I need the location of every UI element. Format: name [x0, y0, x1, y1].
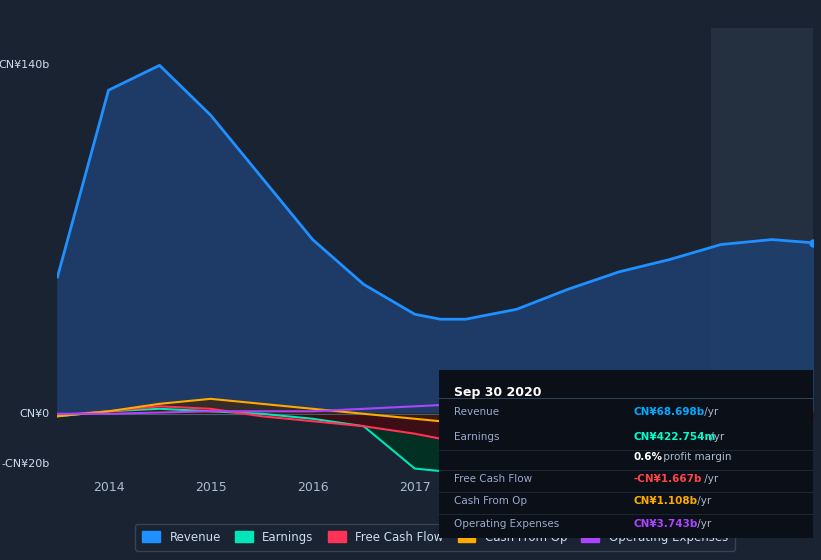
Text: -CN¥1.667b: -CN¥1.667b: [634, 474, 702, 484]
Text: CN¥3.743b: CN¥3.743b: [634, 519, 698, 529]
Text: /yr: /yr: [701, 407, 718, 417]
Text: Earnings: Earnings: [454, 432, 500, 442]
Text: -CN¥20b: -CN¥20b: [2, 459, 50, 469]
Text: profit margin: profit margin: [660, 452, 732, 462]
Text: 0.6%: 0.6%: [634, 452, 663, 462]
Bar: [711, 28, 821, 476]
Text: /yr: /yr: [701, 474, 718, 484]
Text: Free Cash Flow: Free Cash Flow: [454, 474, 532, 484]
Text: /yr: /yr: [694, 519, 711, 529]
Text: Operating Expenses: Operating Expenses: [454, 519, 559, 529]
Text: CN¥68.698b: CN¥68.698b: [634, 407, 704, 417]
Text: CN¥140b: CN¥140b: [0, 60, 50, 71]
Text: Revenue: Revenue: [454, 407, 499, 417]
Text: Sep 30 2020: Sep 30 2020: [454, 386, 542, 399]
Text: CN¥0: CN¥0: [20, 409, 50, 419]
Legend: Revenue, Earnings, Free Cash Flow, Cash From Op, Operating Expenses: Revenue, Earnings, Free Cash Flow, Cash …: [135, 524, 735, 550]
Text: /yr: /yr: [694, 496, 711, 506]
Text: Cash From Op: Cash From Op: [454, 496, 527, 506]
Text: /yr: /yr: [708, 432, 725, 442]
Text: CN¥422.754m: CN¥422.754m: [634, 432, 716, 442]
Text: CN¥1.108b: CN¥1.108b: [634, 496, 698, 506]
